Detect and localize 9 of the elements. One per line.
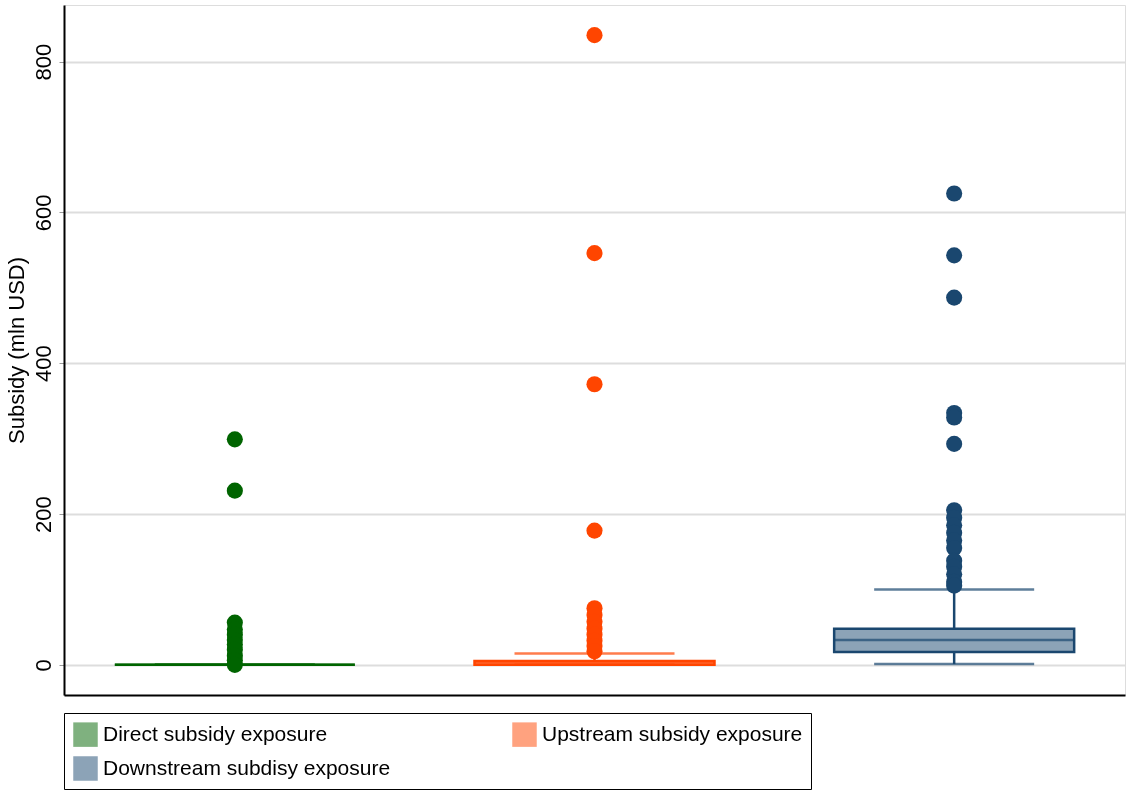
legend-label: Direct subsidy exposure: [103, 721, 328, 745]
y-tick-label: 0: [30, 659, 56, 672]
y-tick-label: 400: [30, 345, 56, 383]
y-tick-label: 600: [30, 194, 56, 232]
y-tick-label: 200: [30, 496, 56, 533]
y-axis-title: Subsidy (mln USD): [3, 256, 29, 445]
y-tick-label: 800: [30, 43, 56, 81]
legend-label: Upstream subsidy exposure: [542, 721, 803, 745]
legend-label: Downstream subdisy exposure: [103, 755, 391, 779]
